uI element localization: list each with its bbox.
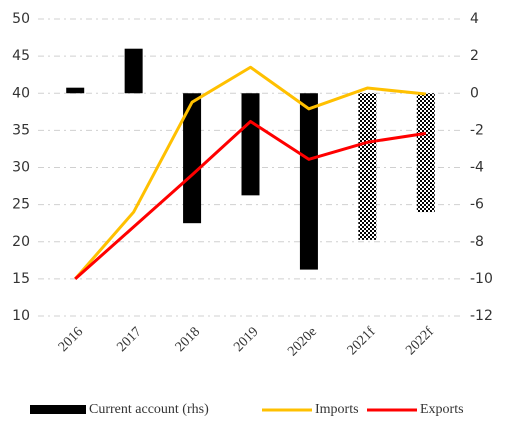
x-tick-label: 2017 — [114, 324, 144, 354]
y2-tick-label: 0 — [470, 85, 479, 101]
y2-tick-label: 2 — [470, 48, 479, 64]
y2-tick-label: -10 — [470, 271, 493, 287]
legend-swatch — [30, 405, 86, 414]
legend-label: Imports — [315, 402, 359, 417]
x-tick-label: 2022f — [403, 324, 437, 358]
x-tick-label: 2019 — [231, 324, 261, 354]
y-tick-label: 35 — [12, 122, 30, 138]
x-tick-label: 2018 — [173, 324, 203, 354]
y-tick-label: 45 — [12, 48, 30, 64]
y-tick-label: 50 — [12, 11, 30, 27]
y-tick-label: 25 — [12, 197, 30, 213]
y-tick-label: 30 — [12, 160, 30, 176]
line-series — [74, 65, 426, 280]
bar — [241, 93, 260, 196]
y2-tick-label: -6 — [470, 197, 484, 213]
y2-tick-label: -8 — [470, 234, 484, 250]
legend-label: Current account (rhs) — [89, 402, 209, 417]
y-tick-label: 40 — [12, 85, 30, 101]
y2-tick-label: -2 — [470, 122, 484, 138]
bar — [416, 93, 435, 213]
y2-tick-label: -12 — [470, 308, 493, 324]
bar — [66, 87, 85, 94]
legend-label: Exports — [420, 402, 464, 417]
x-tick-label: 2016 — [56, 324, 86, 354]
y-tick-label: 10 — [12, 308, 30, 324]
y2-tick-label: 4 — [470, 11, 479, 27]
bar — [183, 93, 202, 224]
line-series — [74, 119, 427, 280]
y-tick-label: 15 — [12, 271, 30, 287]
y-tick-label: 20 — [12, 234, 30, 250]
x-tick-label: 2020e — [285, 324, 320, 359]
y2-tick-label: -4 — [470, 160, 484, 176]
bar — [358, 93, 377, 240]
bar — [299, 93, 318, 270]
x-tick-label: 2021f — [345, 324, 379, 358]
bar — [124, 48, 143, 94]
